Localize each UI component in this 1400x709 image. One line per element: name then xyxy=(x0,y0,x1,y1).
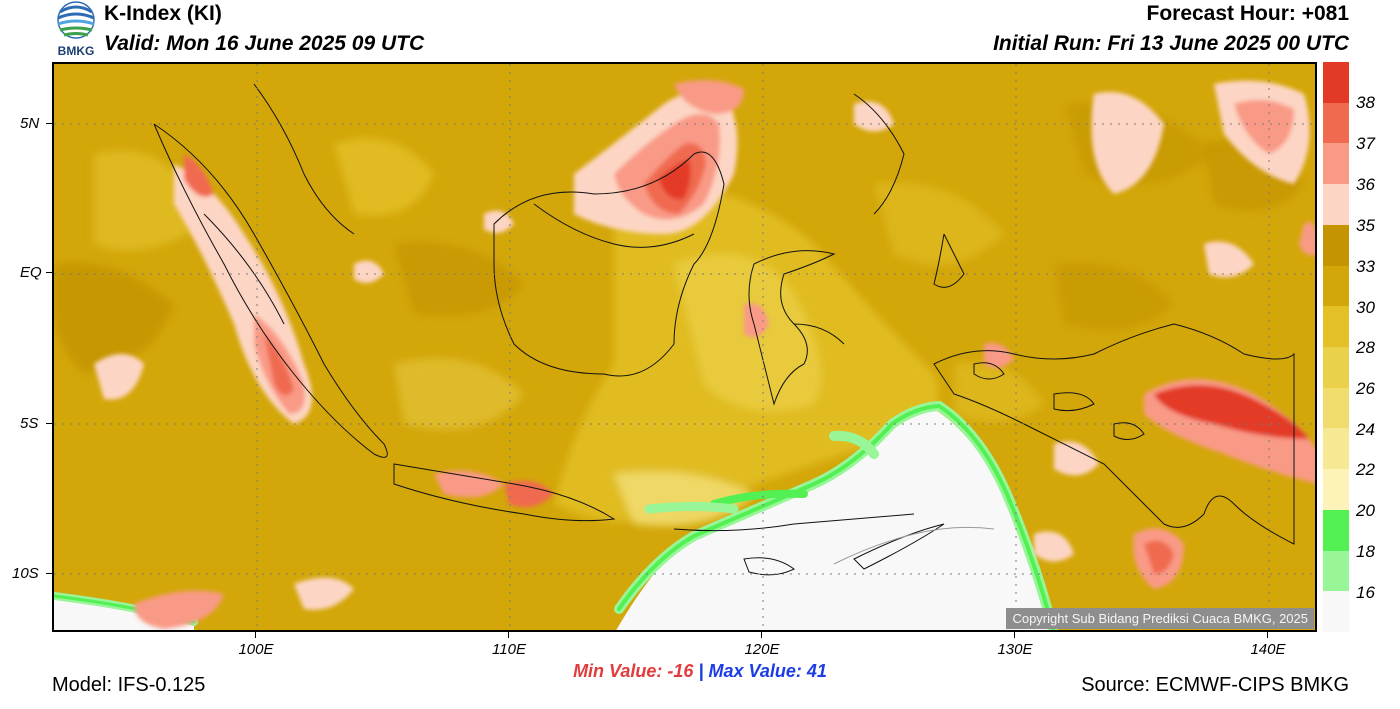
colorbar-label-35: 35 xyxy=(1356,216,1375,235)
min-value: -16 xyxy=(667,661,694,681)
field-light-zones xyxy=(94,138,1304,526)
lat-label-5n: 5N xyxy=(20,115,40,132)
colorbar-segment xyxy=(1323,469,1349,511)
colorbar-label-20: 20 xyxy=(1356,501,1375,520)
colorbar-segment xyxy=(1323,509,1349,552)
map-title: K-Index (KI) xyxy=(104,2,222,25)
lat-tick xyxy=(46,272,52,273)
colorbar-label-37: 37 xyxy=(1356,134,1375,153)
colorbar-label-24: 24 xyxy=(1356,420,1375,439)
colorbar-label-18: 18 xyxy=(1356,542,1375,561)
colorbar-segment xyxy=(1323,184,1349,226)
lat-tick xyxy=(46,423,52,424)
colorbar-label-16: 16 xyxy=(1356,583,1375,602)
model-info: Model: IFS-0.125 xyxy=(52,674,206,696)
field-high-zones xyxy=(94,80,1315,629)
colorbar-segment xyxy=(1323,428,1349,470)
initial-run: Initial Run: Fri 13 June 2025 00 UTC xyxy=(993,32,1349,55)
colorbar-segment xyxy=(1323,224,1349,267)
min-value-label: Min Value: xyxy=(573,661,663,681)
lat-tick xyxy=(46,573,52,574)
copyright-notice: Copyright Sub Bidang Prediksi Cuaca BMKG… xyxy=(1006,608,1314,629)
colorbar-label-22: 22 xyxy=(1356,460,1375,479)
colorbar-label-36: 36 xyxy=(1356,175,1375,194)
lon-label-130e: 130E xyxy=(997,641,1033,658)
low-value-area xyxy=(616,409,1053,630)
stats-separator: | xyxy=(698,661,704,681)
valid-time: Valid: Mon 16 June 2025 09 UTC xyxy=(104,32,425,55)
colorbar xyxy=(1323,62,1349,633)
colorbar-label-38: 38 xyxy=(1356,93,1375,112)
min-max-values: Min Value: -16 | Max Value: 41 xyxy=(0,661,1400,682)
bmkg-logo: BMKG xyxy=(52,0,100,60)
colorbar-label-26: 26 xyxy=(1356,379,1375,398)
lat-label-5s: 5S xyxy=(20,415,39,432)
lon-tick xyxy=(508,632,509,638)
lat-label-10s: 10S xyxy=(12,565,39,582)
colorbar-segment xyxy=(1323,306,1349,348)
graticule xyxy=(54,64,1315,630)
max-value-label: Max Value: xyxy=(708,661,802,681)
map-field xyxy=(54,64,1315,630)
lon-label-110e: 110E xyxy=(492,641,526,658)
colorbar-segment xyxy=(1323,143,1349,185)
source-info: Source: ECMWF-CIPS BMKG xyxy=(1081,674,1349,696)
colorbar-segment xyxy=(1323,102,1349,144)
colorbar-segment xyxy=(1323,62,1349,104)
colorbar-label-28: 28 xyxy=(1356,338,1375,357)
lon-label-140e: 140E xyxy=(1250,641,1286,658)
logo-text: BMKG xyxy=(57,44,95,58)
colorbar-label-33: 33 xyxy=(1356,257,1375,276)
max-value: 41 xyxy=(806,661,827,681)
colorbar-segment xyxy=(1323,265,1349,307)
forecast-hour: Forecast Hour: +081 xyxy=(1146,2,1350,25)
lon-tick xyxy=(1014,632,1015,638)
coastlines xyxy=(153,83,1295,576)
lon-label-100e: 100E xyxy=(238,641,274,658)
colorbar-segment xyxy=(1323,387,1349,429)
lat-tick xyxy=(46,123,52,124)
k-index-map: Copyright Sub Bidang Prediksi Cuaca BMKG… xyxy=(52,62,1317,632)
colorbar-segment xyxy=(1323,347,1349,389)
colorbar-label-30: 30 xyxy=(1356,298,1375,317)
lon-tick xyxy=(761,632,762,638)
colorbar-segment xyxy=(1323,591,1349,633)
colorbar-segment xyxy=(1323,550,1349,592)
lon-tick xyxy=(1267,632,1268,638)
lon-tick xyxy=(255,632,256,638)
lat-label-eq: EQ xyxy=(20,264,42,281)
lon-label-120e: 120E xyxy=(744,641,780,658)
